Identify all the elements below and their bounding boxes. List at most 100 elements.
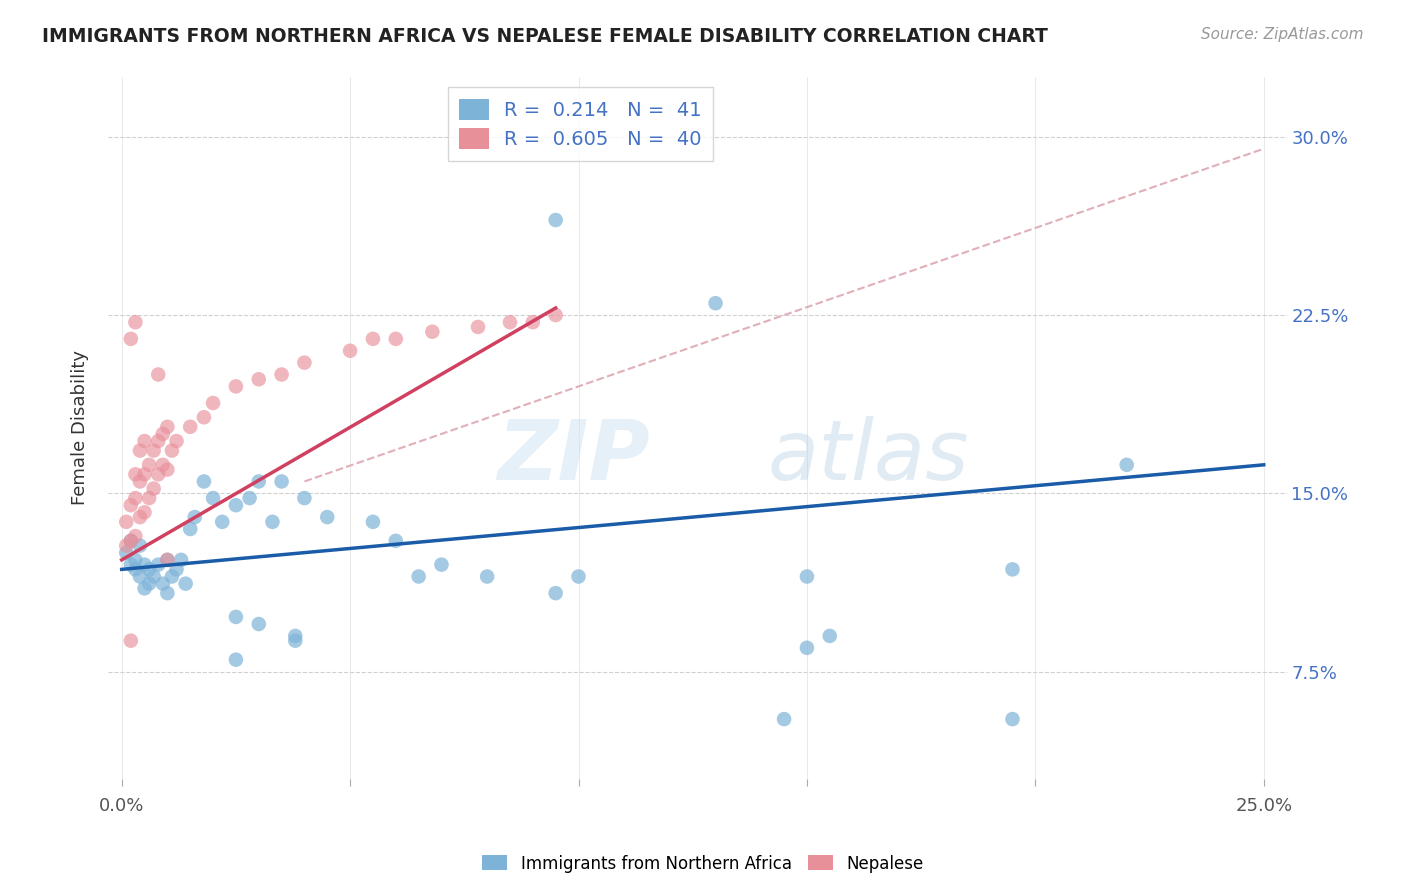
Point [247, 372, 270, 386]
Point [156, 586, 179, 600]
Point [384, 332, 406, 346]
Point [120, 633, 142, 648]
Point [124, 467, 146, 482]
Point [124, 529, 146, 543]
Point [124, 491, 146, 505]
Point [148, 368, 170, 382]
Point [225, 498, 247, 512]
Point [193, 410, 215, 425]
Point [115, 515, 138, 529]
Point [142, 443, 165, 458]
Point [420, 325, 443, 339]
Point [796, 640, 818, 655]
Point [1001, 562, 1024, 576]
Point [138, 576, 160, 591]
Point [179, 522, 201, 536]
Point [294, 356, 316, 370]
Point [467, 320, 489, 334]
Point [166, 562, 188, 576]
Point [202, 396, 225, 410]
Point [179, 419, 201, 434]
Point [225, 610, 247, 624]
Text: IMMIGRANTS FROM NORTHERN AFRICA VS NEPALESE FEMALE DISABILITY CORRELATION CHART: IMMIGRANTS FROM NORTHERN AFRICA VS NEPAL… [42, 27, 1047, 45]
Point [134, 558, 156, 572]
Point [225, 379, 247, 393]
Point [152, 458, 174, 472]
Point [148, 467, 170, 482]
Point [704, 296, 727, 310]
Point [142, 569, 165, 583]
Point [262, 515, 284, 529]
Point [361, 332, 384, 346]
Legend: Immigrants from Northern Africa, Nepalese: Immigrants from Northern Africa, Nepales… [475, 848, 931, 880]
Point [239, 491, 262, 505]
Point [142, 482, 165, 496]
Point [134, 582, 156, 596]
Point [170, 553, 193, 567]
Point [225, 653, 247, 667]
Point [284, 629, 307, 643]
Point [522, 315, 544, 329]
Point [156, 419, 179, 434]
Point [247, 475, 270, 489]
Point [184, 510, 207, 524]
Point [193, 475, 215, 489]
Point [156, 462, 179, 476]
Point [361, 515, 384, 529]
Point [384, 533, 406, 548]
Point [138, 562, 160, 576]
Point [270, 475, 292, 489]
Point [1115, 458, 1137, 472]
Point [408, 569, 430, 583]
Point [152, 426, 174, 441]
Legend: R =  0.214   N =  41, R =  0.605   N =  40: R = 0.214 N = 41, R = 0.605 N = 40 [447, 87, 713, 161]
Point [339, 343, 361, 358]
Point [316, 510, 339, 524]
Point [129, 569, 152, 583]
Point [544, 213, 567, 227]
Point [120, 498, 142, 512]
Point [134, 467, 156, 482]
Point [567, 569, 589, 583]
Point [544, 308, 567, 322]
Point [115, 546, 138, 560]
Point [148, 434, 170, 448]
Point [138, 491, 160, 505]
Point [247, 617, 270, 632]
Point [544, 586, 567, 600]
Point [211, 515, 233, 529]
Point [156, 553, 179, 567]
Point [430, 558, 453, 572]
Point [156, 553, 179, 567]
Point [120, 558, 142, 572]
Text: ZIP: ZIP [498, 416, 650, 497]
Point [134, 434, 156, 448]
Point [160, 569, 183, 583]
Point [773, 712, 796, 726]
Point [499, 315, 522, 329]
Text: Source: ZipAtlas.com: Source: ZipAtlas.com [1201, 27, 1364, 42]
Point [160, 443, 183, 458]
Point [202, 491, 225, 505]
Point [120, 533, 142, 548]
Point [174, 576, 197, 591]
Point [152, 576, 174, 591]
Point [129, 539, 152, 553]
Point [294, 491, 316, 505]
Point [166, 434, 188, 448]
Point [120, 332, 142, 346]
Point [129, 443, 152, 458]
Point [129, 510, 152, 524]
Point [148, 558, 170, 572]
Point [129, 475, 152, 489]
Text: atlas: atlas [768, 416, 970, 497]
Point [284, 633, 307, 648]
Point [120, 533, 142, 548]
Y-axis label: Female Disability: Female Disability [72, 351, 89, 506]
Point [134, 505, 156, 519]
Point [475, 569, 498, 583]
Point [818, 629, 841, 643]
Point [115, 539, 138, 553]
Point [270, 368, 292, 382]
Point [124, 562, 146, 576]
